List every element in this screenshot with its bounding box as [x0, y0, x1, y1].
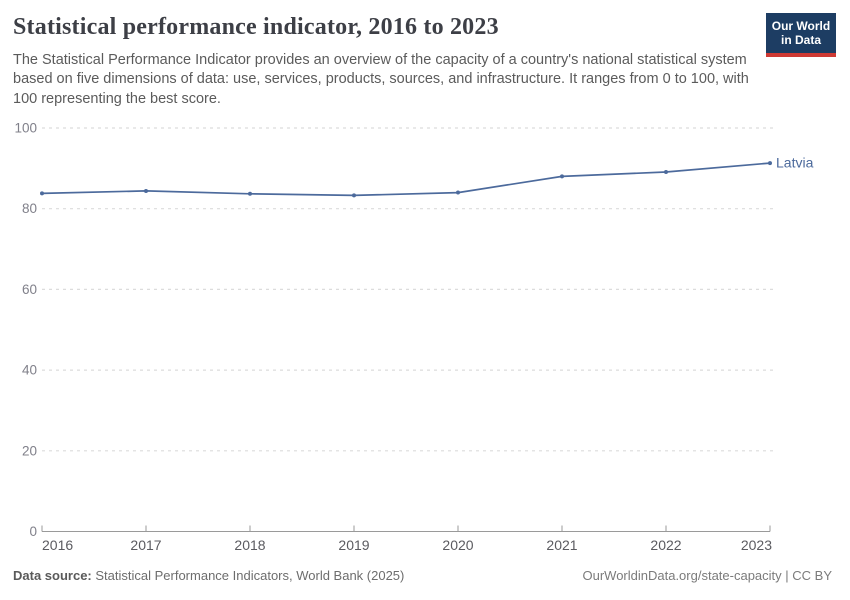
data-point[interactable]	[144, 188, 148, 193]
data-point[interactable]	[352, 193, 356, 198]
y-tick-label: 80	[22, 201, 37, 216]
owid-logo-line2: in Data	[780, 33, 821, 48]
x-tick-label: 2018	[234, 537, 265, 553]
y-tick-label: 0	[29, 524, 37, 539]
data-point[interactable]	[40, 191, 44, 196]
x-tick-label: 2021	[546, 537, 577, 553]
data-source-note: Data source: Statistical Performance Ind…	[13, 568, 404, 583]
y-tick-label: 60	[22, 282, 37, 297]
data-source-label: Data source:	[13, 568, 92, 583]
x-tick-label: 2023	[741, 537, 772, 553]
data-point[interactable]	[560, 174, 564, 179]
data-point[interactable]	[456, 190, 460, 195]
data-point[interactable]	[768, 161, 772, 166]
chart-footer: Data source: Statistical Performance Ind…	[13, 568, 832, 583]
data-point[interactable]	[248, 191, 252, 196]
owid-logo[interactable]: Our World in Data	[766, 13, 836, 57]
data-point[interactable]	[664, 169, 668, 174]
y-tick-label: 40	[22, 363, 37, 378]
x-tick-label: 2016	[42, 537, 73, 553]
chart-header: Statistical performance indicator, 2016 …	[13, 14, 758, 110]
x-tick-label: 2017	[130, 537, 161, 553]
y-tick-label: 100	[14, 121, 37, 136]
x-tick-label: 2019	[338, 537, 369, 553]
y-tick-label: 20	[22, 443, 37, 458]
chart-title: Statistical performance indicator, 2016 …	[13, 14, 499, 40]
citation-link[interactable]: OurWorldinData.org/state-capacity | CC B…	[582, 568, 832, 583]
x-tick-label: 2020	[442, 537, 473, 553]
chart-subtitle: The Statistical Performance Indicator pr…	[13, 51, 749, 108]
series-end-label-latvia: Latvia	[776, 155, 814, 171]
x-tick-label: 2022	[650, 537, 681, 553]
series-line-latvia[interactable]	[41, 162, 771, 197]
data-source-text: Statistical Performance Indicators, Worl…	[91, 568, 405, 583]
owid-logo-line1: Our World	[771, 19, 831, 33]
